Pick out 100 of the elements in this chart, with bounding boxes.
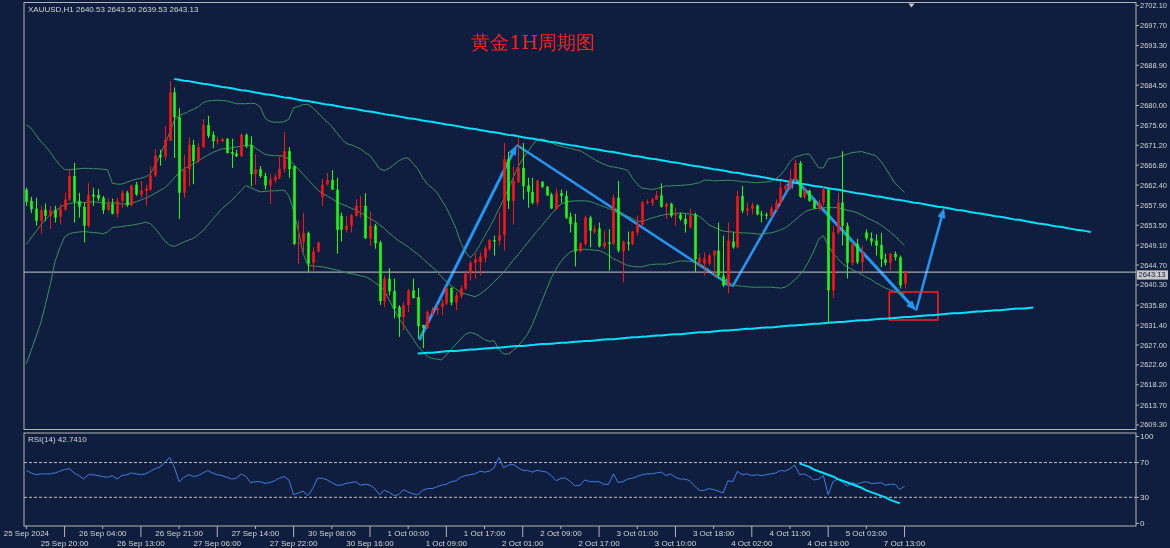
y-tick-label: 2671.20 — [1140, 140, 1169, 150]
y-tick-label: 2631.40 — [1140, 320, 1169, 330]
candlestick — [794, 159, 797, 182]
candlestick — [479, 251, 482, 276]
candlestick — [154, 148, 157, 178]
line-series — [173, 77, 1092, 234]
candlestick — [445, 285, 448, 306]
candlestick — [393, 278, 396, 319]
candlestick — [407, 288, 410, 313]
candlestick — [598, 222, 601, 248]
candlestick — [789, 169, 792, 191]
candlestick — [49, 205, 52, 230]
candlestick — [426, 309, 429, 330]
candlestick — [469, 260, 472, 281]
candlestick — [68, 169, 71, 202]
y-tick-label: 100 — [1140, 431, 1154, 441]
line-series — [25, 99, 906, 259]
candlestick — [779, 180, 782, 207]
y-tick-label: 2649.10 — [1140, 240, 1169, 250]
x-tick-label: 2 Oct 09:00 — [540, 528, 583, 538]
x-tick-label: 4 Oct 02:00 — [731, 538, 774, 548]
x-tick-label: 26 Sep 04:00 — [78, 528, 128, 538]
candlestick — [627, 231, 630, 252]
candlestick — [312, 246, 315, 271]
candlestick — [383, 274, 386, 308]
y-tick-label: 2618.20 — [1140, 380, 1169, 390]
candlestick — [83, 202, 86, 243]
candlestick — [522, 142, 525, 201]
candlestick — [202, 118, 205, 149]
candlestick — [350, 213, 353, 233]
x-tick-label: 3 Oct 10:00 — [654, 538, 697, 548]
x-tick-label: 1 Oct 09:00 — [425, 538, 468, 548]
candlestick — [450, 286, 453, 306]
candlestick — [183, 154, 186, 199]
x-tick-label: 27 Sep 14:00 — [231, 528, 280, 538]
x-tick-label: 7 Oct 13:00 — [883, 538, 926, 548]
chart-title: RSI(14) 42.7410 — [28, 435, 88, 444]
candlestick — [288, 146, 291, 179]
candlestick — [493, 235, 496, 257]
candlestick — [92, 187, 95, 207]
candlestick — [536, 179, 539, 207]
y-tick-label: 0 — [1140, 518, 1145, 528]
candlestick — [498, 212, 501, 247]
x-tick-label: 1 Oct 00:00 — [387, 528, 430, 538]
candlestick — [269, 173, 272, 205]
candlestick — [527, 177, 530, 209]
candlestick — [302, 212, 305, 253]
candlestick — [283, 131, 286, 174]
candlestick — [674, 207, 677, 227]
candlestick — [369, 211, 372, 247]
line-series — [25, 185, 906, 365]
candlestick — [822, 185, 825, 207]
y-tick-label: 30 — [1140, 492, 1150, 502]
x-tick-label: 4 Oct 11:00 — [769, 528, 811, 538]
y-tick-label: 2702.10 — [1140, 1, 1169, 11]
candlestick — [197, 142, 200, 164]
candlestick — [388, 267, 391, 296]
x-tick-label: 2 Oct 17:00 — [578, 538, 621, 548]
candlestick — [25, 187, 28, 207]
candlestick — [760, 210, 763, 224]
candlestick — [603, 230, 606, 250]
ref-line-label: 2643.13 — [1138, 270, 1168, 280]
y-tick-label: 2657.90 — [1140, 200, 1169, 210]
candlestick — [880, 232, 883, 268]
x-tick-label: 4 Oct 19:00 — [807, 538, 850, 548]
chart-title: XAUUSD,H1 2640.53 2643.50 2639.53 2643.13 — [28, 4, 199, 14]
y-tick-label: 2640.30 — [1140, 280, 1169, 290]
candlestick — [402, 301, 405, 331]
candlestick — [512, 165, 515, 225]
candlestick — [455, 291, 458, 311]
y-tick-label: 70 — [1140, 458, 1150, 468]
y-tick-label: 2666.80 — [1140, 160, 1169, 170]
y-tick-label: 2653.50 — [1140, 220, 1169, 230]
y-tick-label: 2693.30 — [1140, 40, 1169, 50]
line-series — [416, 306, 1035, 355]
candlestick — [231, 138, 234, 169]
candlestick — [875, 233, 878, 257]
candlestick — [164, 125, 167, 161]
y-tick-label: 2644.70 — [1140, 260, 1169, 270]
y-tick-label: 2697.70 — [1140, 21, 1169, 31]
candlestick — [861, 245, 864, 273]
x-tick-label: 25 Sep 20:00 — [40, 538, 89, 548]
y-tick-label: 2688.90 — [1140, 60, 1169, 70]
candlestick — [59, 203, 62, 225]
x-tick-label: 25 Sep 2024 — [3, 528, 50, 538]
x-tick-label: 26 Sep 13:00 — [117, 538, 166, 548]
line-series — [798, 462, 901, 505]
y-tick-label: 2662.40 — [1140, 180, 1169, 190]
candlestick — [641, 200, 644, 227]
candlestick — [741, 185, 744, 214]
x-tick-label: 3 Oct 01:00 — [616, 528, 659, 538]
candlestick — [359, 195, 362, 219]
candlestick — [531, 177, 534, 205]
candlestick — [240, 133, 243, 158]
candlestick — [64, 192, 67, 212]
x-tick-label: 5 Oct 03:00 — [845, 528, 888, 538]
candlestick — [713, 250, 716, 278]
candlestick — [35, 197, 38, 227]
candlestick — [398, 304, 401, 338]
candlestick — [78, 192, 81, 219]
